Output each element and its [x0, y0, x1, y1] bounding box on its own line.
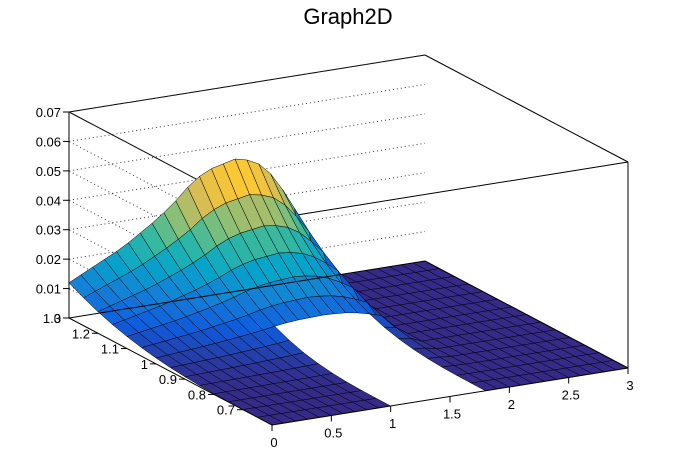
x-tick-label: 0.5: [324, 426, 342, 441]
x-tick-label: 2: [508, 397, 515, 412]
gridline: [68, 83, 426, 142]
axis-edge: [68, 317, 273, 426]
chart-title: Graph2D: [303, 4, 393, 29]
z-tick-label: 0.04: [36, 193, 61, 208]
axis-edge: [424, 260, 629, 369]
z-tick-label: 0: [54, 311, 61, 326]
gridline: [68, 54, 426, 113]
y-tick-label: 1.1: [101, 342, 119, 357]
x-tick-label: 1: [389, 416, 396, 431]
y-tick-label: 1.2: [72, 326, 90, 341]
y-tick-label: 0.8: [188, 387, 206, 402]
x-tick-label: 2.5: [562, 388, 580, 403]
z-tick-label: 0.03: [36, 223, 61, 238]
axis-edge: [271, 161, 629, 220]
z-tick-label: 0.01: [36, 282, 61, 297]
tick-labels: 00.511.522.530.70.80.911.11.21.300.010.0…: [36, 105, 634, 450]
x-tick-label: 3: [626, 378, 633, 393]
z-tick-label: 0.06: [36, 134, 61, 149]
y-tick-label: 0.7: [217, 403, 235, 418]
z-tick-label: 0.02: [36, 252, 61, 267]
gridline: [68, 113, 426, 172]
y-tick-label: 1.3: [43, 311, 61, 326]
axis-edge: [68, 260, 426, 319]
y-tick-label: 1: [141, 357, 148, 372]
z-tick-label: 0.05: [36, 164, 61, 179]
y-tick-label: 0.9: [159, 372, 177, 387]
z-tick-label: 0.07: [36, 105, 61, 120]
surface-mesh: [68, 158, 629, 426]
axis-edge: [424, 54, 629, 163]
x-tick-label: 0: [270, 435, 277, 450]
x-tick-label: 1.5: [443, 407, 461, 422]
